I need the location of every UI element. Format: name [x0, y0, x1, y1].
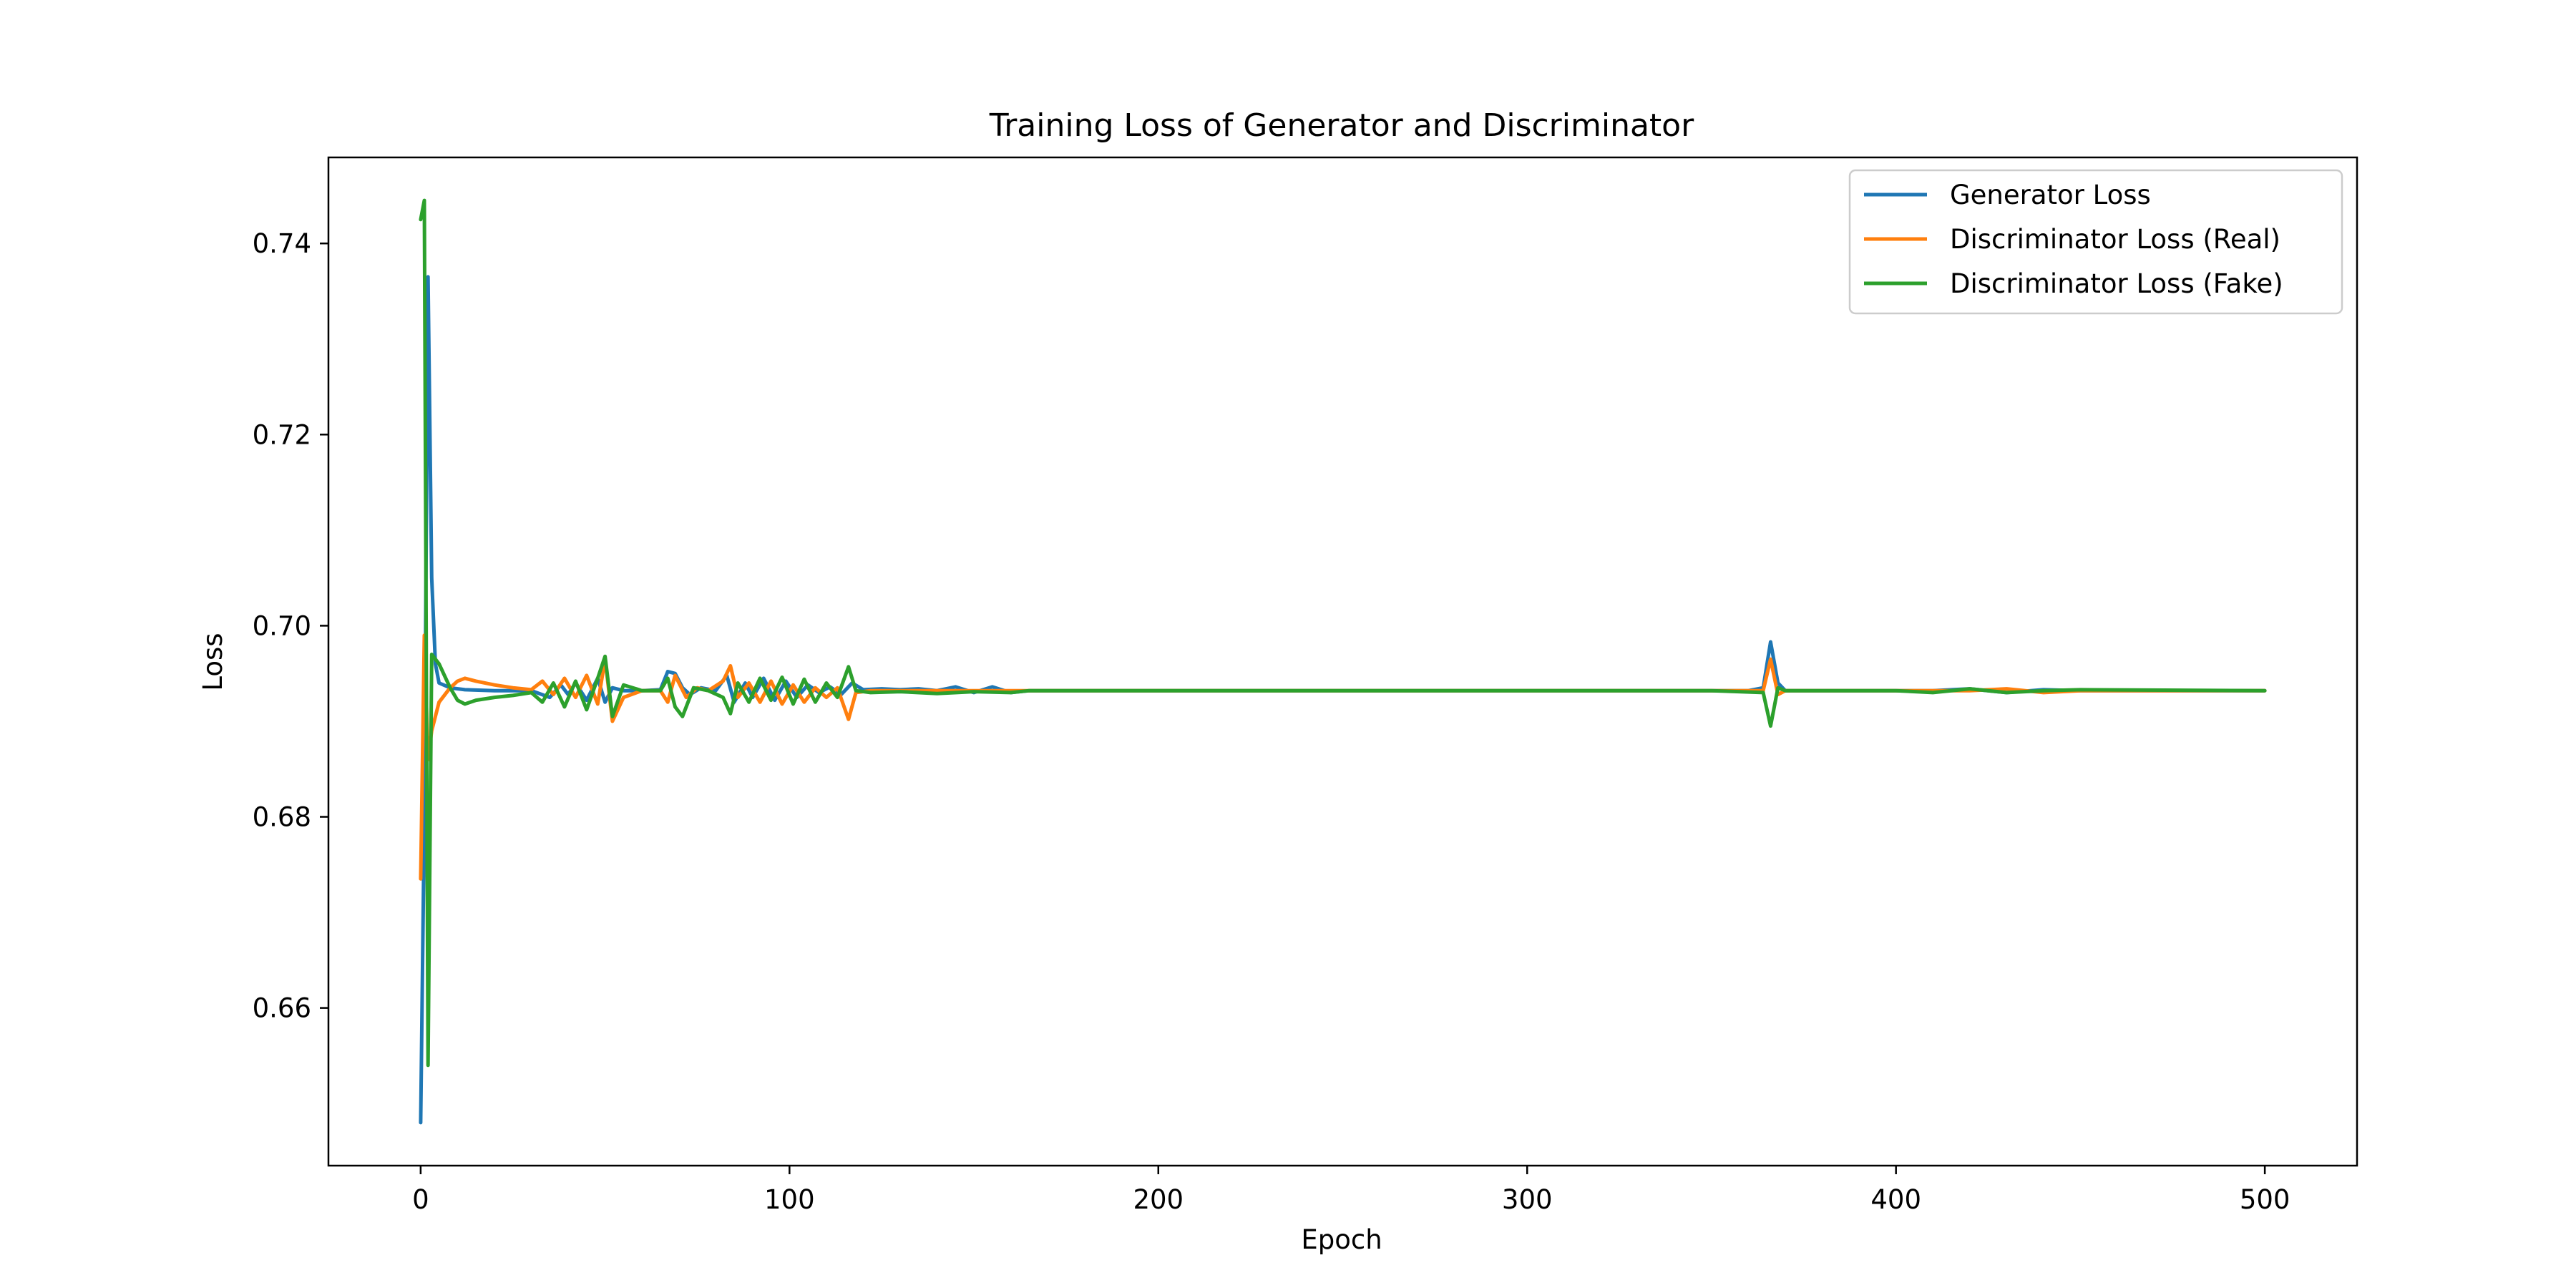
y-axis: 0.66 0.68 0.70 0.72 0.74 — [253, 228, 328, 1024]
x-tick-label: 100 — [764, 1184, 815, 1215]
x-tick-label: 500 — [2240, 1184, 2290, 1215]
y-tick-label: 0.70 — [253, 610, 311, 641]
x-axis: 0 100 200 300 400 500 — [412, 1166, 2290, 1215]
chart-title: Training Loss of Generator and Discrimin… — [989, 107, 1694, 144]
legend-label-0: Generator Loss — [1950, 180, 2151, 210]
x-tick-label: 300 — [1502, 1184, 1553, 1215]
x-tick-label: 0 — [412, 1184, 429, 1215]
x-axis-label: Epoch — [1301, 1224, 1382, 1255]
y-tick-label: 0.66 — [253, 993, 311, 1024]
plot-area — [327, 156, 2358, 1167]
y-tick-label: 0.74 — [253, 228, 311, 259]
legend-label-1: Discriminator Loss (Real) — [1950, 224, 2280, 255]
y-tick-label: 0.68 — [253, 802, 311, 833]
legend-frame — [1848, 169, 2343, 315]
series-line-2 — [419, 198, 2267, 1068]
plot-frame — [327, 156, 2358, 1167]
y-axis-label: Loss — [197, 633, 228, 691]
series-layer — [419, 198, 2267, 1125]
legend-label-2: Discriminator Loss (Fake) — [1950, 268, 2283, 299]
x-tick-label: 200 — [1133, 1184, 1184, 1215]
legend: Generator Loss Discriminator Loss (Real) D… — [1848, 169, 2343, 315]
y-tick-label: 0.72 — [253, 419, 311, 450]
x-tick-label: 400 — [1870, 1184, 1921, 1215]
